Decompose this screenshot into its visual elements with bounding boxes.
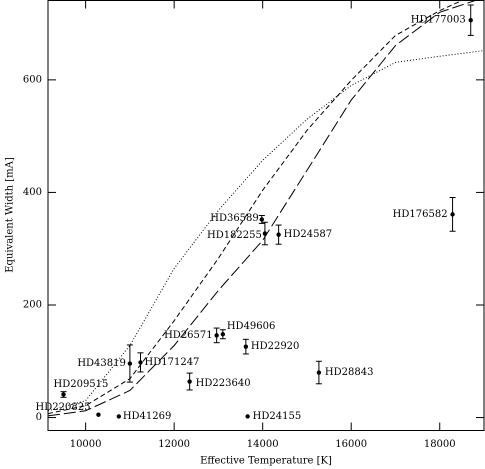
model-curve xyxy=(48,0,476,417)
point-label: HD26571 xyxy=(164,330,213,341)
x-tick-label: 18000 xyxy=(424,439,456,450)
data-point xyxy=(259,217,264,222)
data-point xyxy=(316,370,322,375)
curves xyxy=(48,0,484,417)
data-point xyxy=(450,212,455,217)
data-point xyxy=(468,17,473,23)
data-point xyxy=(245,414,250,419)
model-curve xyxy=(48,0,463,415)
point-label: HD171247 xyxy=(145,357,200,368)
point-label: HD41269 xyxy=(123,411,172,422)
point-label: HD176582 xyxy=(393,209,448,220)
x-tick-label: 12000 xyxy=(158,439,190,450)
x-axis-title: Effective Temperature [K] xyxy=(200,456,332,467)
x-tick-label: 14000 xyxy=(247,439,279,450)
point-label: HD24155 xyxy=(253,411,302,422)
x-tick-label: 10000 xyxy=(70,439,102,450)
plot-frame xyxy=(47,0,485,431)
point-label: HD177003 xyxy=(411,15,466,26)
point-label: HD36589 xyxy=(210,213,259,224)
point-label: HD49606 xyxy=(227,321,276,332)
model-curve xyxy=(48,50,484,412)
point-label: HD22920 xyxy=(251,341,300,352)
point-label: HD43819 xyxy=(77,358,126,369)
data-point xyxy=(61,392,66,397)
point-label: HD220825 xyxy=(36,402,91,413)
point-label: HD223640 xyxy=(196,378,251,389)
x-tick-label: 16000 xyxy=(335,439,367,450)
y-tick-label: 600 xyxy=(23,74,42,85)
data-point xyxy=(262,231,268,236)
data-point xyxy=(127,361,133,366)
data-point xyxy=(220,332,226,337)
data-point xyxy=(187,379,192,384)
data-point xyxy=(243,344,249,349)
data-point xyxy=(96,412,101,417)
point-label: HD209515 xyxy=(53,379,108,390)
data-point xyxy=(116,414,122,419)
data-point xyxy=(214,333,219,338)
point-label: HD24587 xyxy=(284,229,333,240)
data-point xyxy=(138,360,143,365)
y-axis-title: Equivalent Width [mA] xyxy=(5,157,16,273)
y-tick-label: 0 xyxy=(36,412,42,423)
point-label: HD28843 xyxy=(325,367,374,378)
y-tick-label: 200 xyxy=(23,299,42,310)
point-label: HD182255 xyxy=(207,230,262,241)
y-tick-label: 400 xyxy=(23,187,42,198)
data-point xyxy=(276,232,281,237)
